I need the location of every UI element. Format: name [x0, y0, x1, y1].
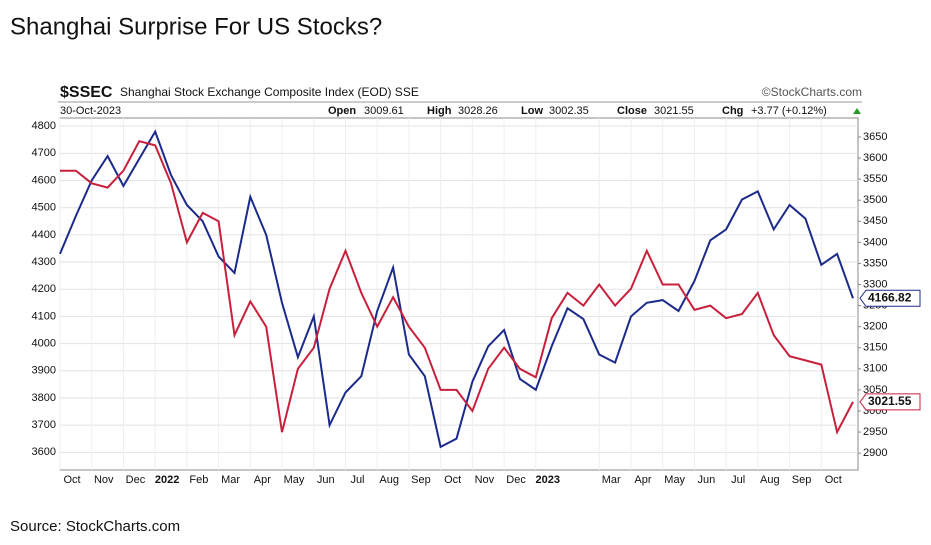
credit: ©StockCharts.com [762, 85, 862, 99]
high: 3028.26 [458, 105, 498, 117]
y-tick-label: 4700 [32, 147, 56, 159]
x-tick-label: Oct [444, 474, 461, 486]
low-label: Low [521, 105, 543, 117]
y2-tick-label: 3300 [863, 278, 887, 290]
open: 3009.61 [364, 105, 404, 117]
y2-tick-label: 3500 [863, 194, 887, 206]
open-label: Open [328, 105, 356, 117]
y2-tick-label: 3350 [863, 257, 887, 269]
x-tick-label: Sep [792, 474, 812, 486]
chart-subtitle: Shanghai Stock Exchange Composite Index … [120, 85, 419, 99]
y2-tick-label: 3600 [863, 152, 887, 164]
y2-tick-label: 3100 [863, 363, 887, 375]
x-tick-label: Dec [506, 474, 526, 486]
x-tick-label: Mar [602, 474, 621, 486]
y-tick-label: 3600 [32, 446, 56, 458]
y-tick-label: 4400 [32, 229, 56, 241]
chg: +3.77 (+0.12%) [751, 105, 827, 117]
end-tag [859, 393, 921, 411]
y2-tick-label: 2950 [863, 426, 887, 438]
y-tick-label: 4300 [32, 256, 56, 268]
x-tick-label: 2022 [155, 474, 179, 486]
y2-tick-label: 3050 [863, 384, 887, 396]
x-tick-label: May [664, 474, 685, 486]
x-tick-label: Jun [317, 474, 335, 486]
series-line [59, 129, 854, 449]
close: 3021.55 [654, 105, 694, 117]
series-line [60, 140, 854, 435]
y-tick-label: 4000 [32, 338, 56, 350]
high-label: High [427, 105, 452, 117]
x-tick-label: Aug [379, 474, 399, 486]
close-label: Close [617, 105, 647, 117]
x-tick-label: Nov [94, 474, 114, 486]
x-tick-label: Jun [698, 474, 716, 486]
y-tick-label: 4100 [32, 310, 56, 322]
date: 30-Oct-2023 [60, 105, 121, 117]
symbol: $SSEC [60, 84, 113, 101]
x-tick-label: May [284, 474, 305, 486]
y-tick-label: 3800 [32, 392, 56, 404]
y2-tick-label: 3450 [863, 215, 887, 227]
x-tick-label: Apr [254, 474, 271, 486]
x-tick-label: Feb [189, 474, 208, 486]
y2-tick-label: 2900 [863, 447, 887, 459]
y-tick-label: 4200 [32, 283, 56, 295]
chg-label: Chg [722, 105, 743, 117]
x-tick-label: Oct [63, 474, 80, 486]
y2-tick-label: 3550 [863, 173, 887, 185]
x-tick-label: Jul [350, 474, 364, 486]
y-tick-label: 4600 [32, 174, 56, 186]
x-tick-label: 2023 [536, 474, 560, 486]
y-tick-label: 4800 [32, 120, 56, 132]
y-tick-label: 4500 [32, 202, 56, 214]
x-tick-label: Jul [731, 474, 745, 486]
y2-tick-label: 3400 [863, 236, 887, 248]
end-label: 4166.82 [868, 290, 912, 304]
page-title: Shanghai Surprise For US Stocks? [10, 13, 382, 40]
y-tick-label: 3900 [32, 365, 56, 377]
low: 3002.35 [549, 105, 589, 117]
y2-tick-label: 3200 [863, 321, 887, 333]
x-tick-label: Sep [411, 474, 431, 486]
x-tick-label: Oct [825, 474, 842, 486]
x-tick-label: Aug [760, 474, 780, 486]
y-tick-label: 3700 [32, 419, 56, 431]
x-tick-label: Mar [221, 474, 240, 486]
up-arrow [853, 108, 861, 114]
x-tick-label: Dec [126, 474, 146, 486]
end-label: 3021.55 [868, 394, 912, 408]
x-tick-label: Apr [634, 474, 651, 486]
y2-tick-label: 3150 [863, 342, 887, 354]
y2-tick-label: 3650 [863, 131, 887, 143]
end-tag [859, 289, 921, 307]
source: Source: StockCharts.com [10, 518, 180, 535]
x-tick-label: Nov [475, 474, 495, 486]
